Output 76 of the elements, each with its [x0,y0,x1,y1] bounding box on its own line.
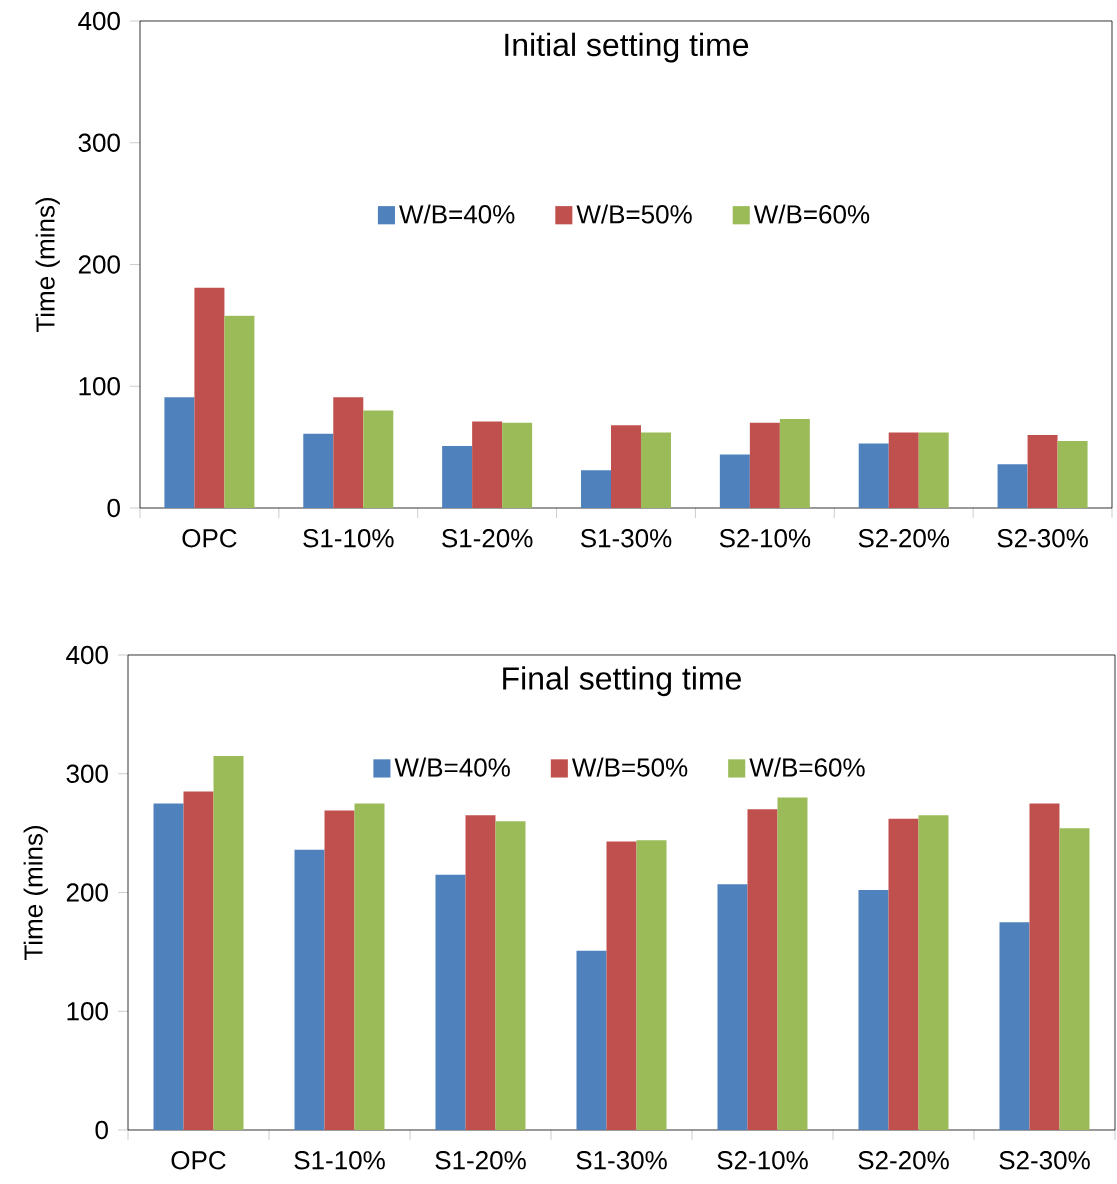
bar [580,470,611,508]
legend-label: W/B=60% [753,204,870,224]
y-tick-label: 400 [78,11,120,31]
x-tick-label: S2-30% [999,1151,1090,1170]
bar [333,397,364,508]
x-tick-label: S1-30% [576,1151,667,1170]
chart-title: Initial setting time [505,32,749,63]
bar [749,422,780,508]
bar [502,422,533,508]
bar [153,803,184,1130]
bar [1027,434,1058,508]
bar [224,315,255,508]
y-tick-label: 200 [78,255,120,274]
y-axis-title: Time (mins) [23,826,48,961]
bar [465,815,496,1130]
bar [472,421,503,508]
bar [164,397,195,508]
bar [213,755,244,1130]
legend-label: W/B=50% [576,204,692,224]
bar [1029,803,1060,1130]
bar [636,840,667,1130]
legend-label: W/B=40% [394,757,510,777]
bar [858,890,889,1130]
bar [918,815,949,1130]
x-tick-label: S2-30% [997,529,1088,548]
bar [576,950,607,1130]
y-tick-label: 0 [95,1120,108,1140]
bar [303,433,334,508]
bar [495,821,526,1130]
x-tick-label: S1-10% [294,1151,385,1170]
bar [999,922,1030,1130]
legend-label: W/B=60% [749,757,865,777]
y-axis-title: Time (mins) [35,198,60,333]
y-tick-label: 300 [66,764,108,783]
bar [779,419,810,508]
bar [442,445,473,508]
bar [640,432,671,508]
bar [294,849,325,1130]
x-tick-label: S2-10% [717,1151,808,1170]
x-tick-label: S1-30% [580,529,672,548]
bar [611,425,641,508]
x-tick-label: S1-20% [442,529,533,548]
y-tick-label: 100 [79,377,120,396]
bar [777,797,808,1130]
x-tick-label: OPC [171,1151,226,1170]
y-tick-label: 400 [66,645,108,665]
y-tick-label: 100 [67,1002,108,1021]
bar [888,432,919,508]
bar [606,841,637,1130]
x-tick-label: OPC [182,529,237,548]
bar [354,803,385,1130]
bar [719,454,750,508]
bar [747,809,778,1130]
bar [717,884,748,1130]
bar [194,287,225,508]
bar [858,443,889,508]
chart-title: Final setting time [503,666,741,697]
bar [183,791,214,1130]
bar [324,810,355,1130]
bar [918,432,949,508]
y-tick-label: 200 [66,883,108,902]
bar [1057,441,1088,508]
x-tick-label: S2-20% [858,529,950,548]
x-tick-label: S2-10% [719,529,811,548]
bar [888,818,919,1130]
bar [435,874,466,1130]
bar [1059,828,1090,1130]
legend-label: W/B=40% [399,204,515,224]
x-tick-label: S1-10% [303,529,394,548]
legend-label: W/B=50% [571,757,688,777]
bar [363,410,394,508]
y-tick-label: 300 [78,133,120,152]
x-tick-label: S2-20% [858,1151,949,1170]
bar [997,464,1028,508]
x-tick-label: S1-20% [435,1151,526,1170]
y-tick-label: 0 [107,498,120,518]
